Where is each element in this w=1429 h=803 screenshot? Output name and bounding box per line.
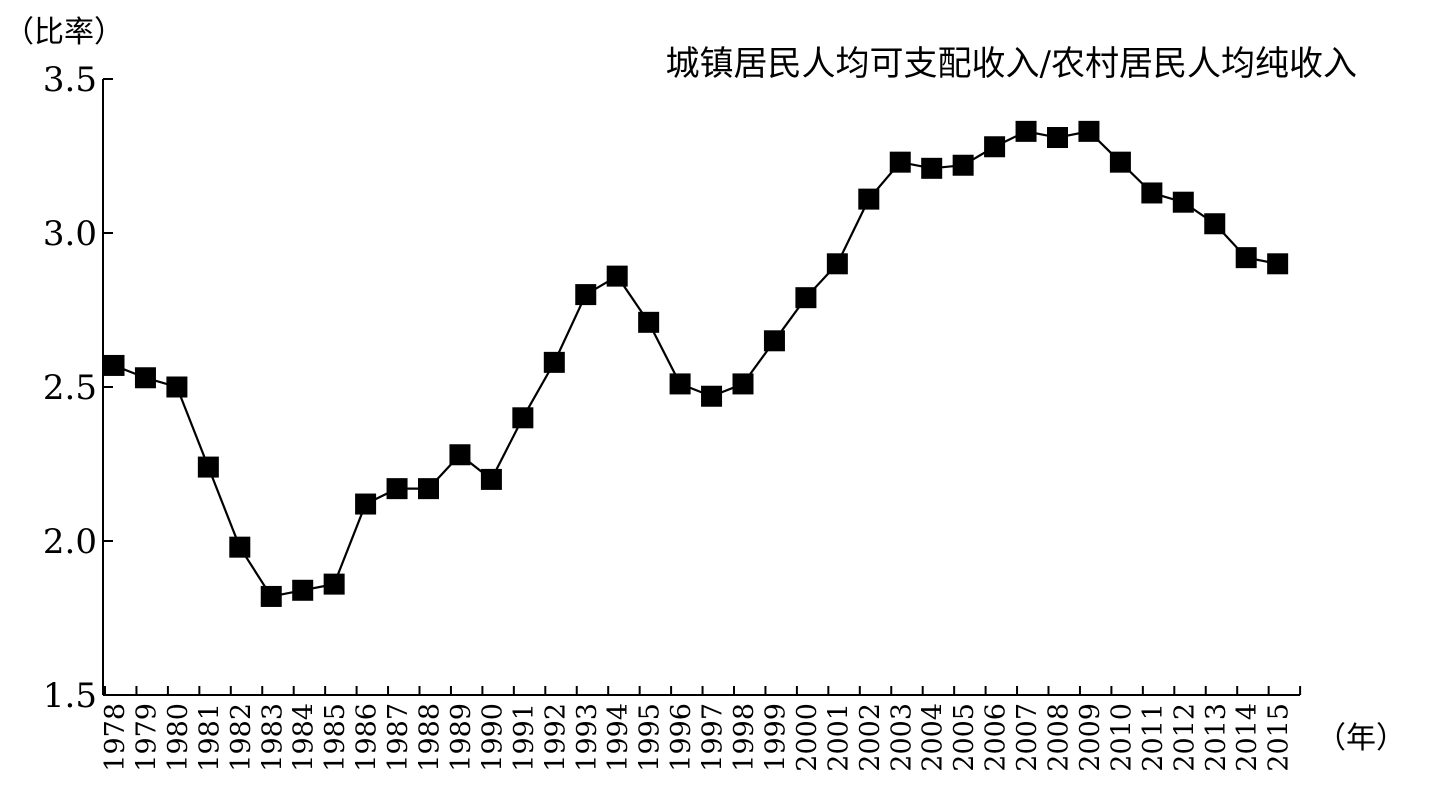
series-line <box>113 130 1278 598</box>
x-tick-label: 2005 <box>949 703 980 772</box>
data-point-marker <box>134 367 156 389</box>
x-tick-label: 1978 <box>100 703 131 772</box>
x-tick-label: 1995 <box>635 703 666 772</box>
x-tick-label: 2000 <box>792 703 823 772</box>
y-tick-label: 3.0 <box>43 214 97 254</box>
x-tick-label: 1982 <box>226 703 257 772</box>
x-tick-label: 2013 <box>1201 703 1232 772</box>
x-tick-label: 1996 <box>666 703 697 772</box>
x-tick-label: 2008 <box>1044 703 1075 772</box>
data-point-marker <box>638 311 660 333</box>
y-tick-label: 2.0 <box>43 522 97 562</box>
x-tick-label: 2011 <box>1138 703 1169 772</box>
data-point-marker <box>1109 151 1131 173</box>
data-point-marker <box>1078 120 1100 142</box>
x-tick-label: 1999 <box>760 703 791 772</box>
data-point-marker <box>952 154 974 176</box>
data-point-marker <box>355 493 377 515</box>
y-tick-label: 2.5 <box>43 368 97 408</box>
data-point-marker <box>292 579 314 601</box>
data-point-marker <box>1015 120 1037 142</box>
x-tick-label: 1994 <box>603 703 634 772</box>
data-point-marker <box>512 407 534 429</box>
x-tick-label: 2007 <box>1012 703 1043 772</box>
y-tick-label: 3.5 <box>43 60 97 100</box>
x-tick-label: 2003 <box>886 703 917 772</box>
data-series <box>103 120 1289 607</box>
data-point-marker <box>701 385 723 407</box>
x-tick-label: 1991 <box>509 703 540 772</box>
x-tick-label: 2010 <box>1106 703 1137 772</box>
data-point-marker <box>1235 247 1257 269</box>
x-tick-label: 1981 <box>194 703 225 772</box>
x-tick-label: 1989 <box>446 703 477 772</box>
data-point-marker <box>1047 127 1068 149</box>
data-point-marker <box>197 456 219 478</box>
x-axis-unit-label: （年） <box>1316 721 1406 756</box>
y-axis-unit-label: （比率） <box>4 15 124 50</box>
x-tick-label: 1997 <box>698 703 729 772</box>
x-tick-label: 1990 <box>477 703 508 772</box>
x-tick-label: 1986 <box>352 703 383 772</box>
data-point-marker <box>795 287 817 309</box>
x-tick-label: 2001 <box>823 703 854 772</box>
y-axis: 1.5 2.0 2.5 3.0 3.5 <box>43 60 113 716</box>
data-point-marker <box>386 478 408 500</box>
x-tick-label: 1987 <box>383 703 414 772</box>
x-tick-label: 2014 <box>1232 703 1263 772</box>
x-tick-label: 1979 <box>131 703 162 772</box>
data-point-marker <box>449 444 471 466</box>
x-tick-label: 1988 <box>415 703 446 772</box>
x-tick-label: 1983 <box>257 703 288 772</box>
data-point-marker <box>858 188 880 210</box>
data-point-marker <box>323 573 345 595</box>
x-tick-label: 1992 <box>540 703 571 772</box>
data-point-marker <box>763 330 785 352</box>
data-point-marker <box>669 373 691 395</box>
data-point-marker <box>606 265 628 287</box>
data-point-marker <box>260 585 282 607</box>
data-point-marker <box>1141 182 1163 204</box>
data-point-marker <box>732 373 754 395</box>
data-point-marker <box>229 536 251 558</box>
data-point-marker <box>889 151 911 173</box>
x-tick-label: 2009 <box>1075 703 1106 772</box>
data-point-marker <box>1204 213 1226 235</box>
x-tick-label: 1998 <box>729 703 760 772</box>
data-point-marker <box>921 157 943 179</box>
x-tick-label: 2006 <box>981 703 1012 772</box>
data-point-marker <box>984 136 1006 158</box>
data-point-marker <box>1172 191 1194 213</box>
x-tick-label: 1980 <box>163 703 194 772</box>
data-point-marker <box>166 376 188 398</box>
x-axis: 1978 1979 1980 1981 1982 1983 1984 1985 1986 1987… <box>100 686 1302 772</box>
chart-title: 城镇居民人均可支配收入/农村居民人均纯收入 <box>666 44 1357 84</box>
x-tick-label: 1984 <box>289 703 320 772</box>
y-tick-label: 1.5 <box>43 676 97 716</box>
data-point-marker <box>543 351 565 373</box>
data-point-marker <box>575 284 597 306</box>
x-tick-label: 2004 <box>918 703 949 772</box>
x-tick-label: 2015 <box>1264 703 1295 772</box>
x-tick-label: 1985 <box>320 703 351 772</box>
data-point-marker <box>1267 253 1289 275</box>
data-point-marker <box>826 253 848 275</box>
x-tick-label: 2012 <box>1169 703 1200 772</box>
data-point-marker <box>480 468 502 490</box>
data-point-marker <box>418 478 439 500</box>
data-point-marker <box>103 354 125 376</box>
x-tick-label: 1993 <box>572 703 603 772</box>
x-tick-label: 2002 <box>855 703 886 772</box>
